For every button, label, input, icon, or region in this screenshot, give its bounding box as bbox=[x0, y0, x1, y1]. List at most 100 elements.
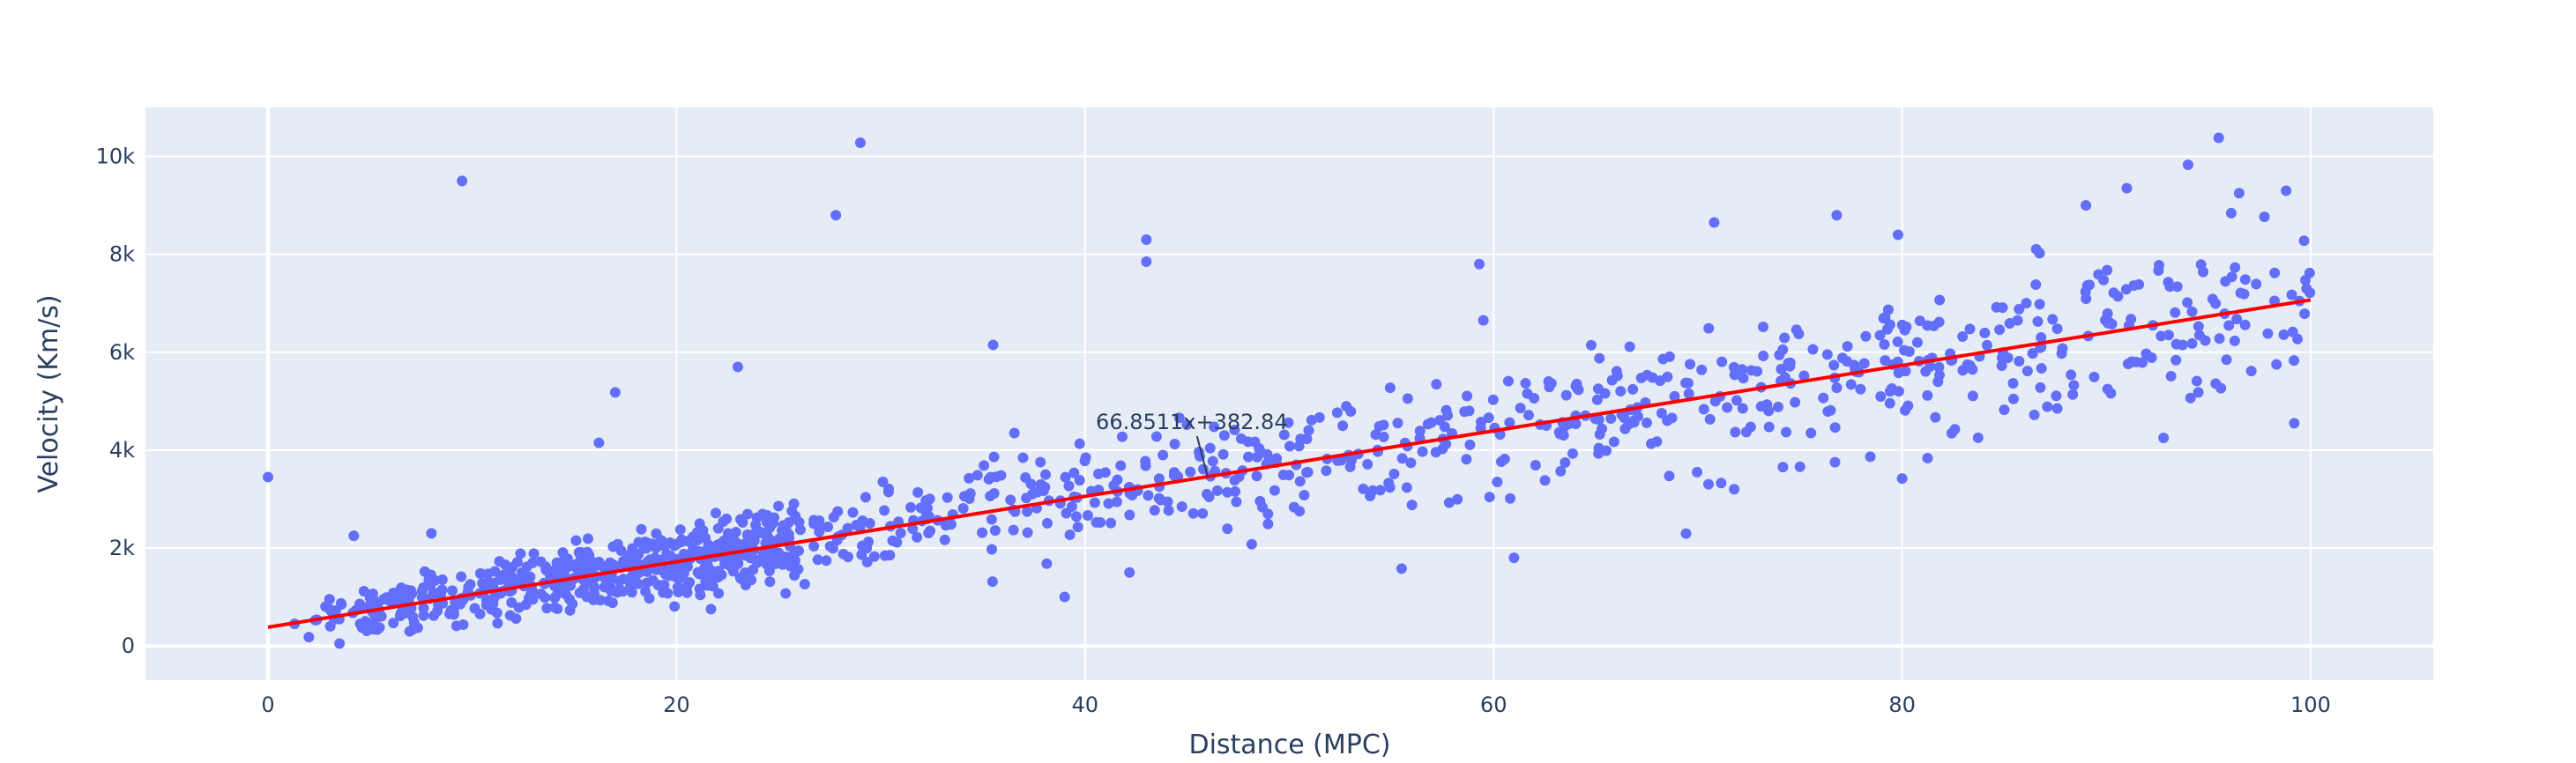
data-point bbox=[1173, 412, 1185, 424]
data-point bbox=[474, 567, 486, 579]
data-point bbox=[1022, 527, 1033, 538]
data-point bbox=[1242, 451, 1254, 463]
data-point bbox=[1155, 494, 1166, 506]
data-point bbox=[1608, 436, 1619, 448]
data-point bbox=[2225, 207, 2237, 219]
data-point bbox=[989, 525, 1001, 537]
data-point bbox=[1758, 350, 1769, 361]
data-point bbox=[606, 560, 617, 572]
data-point bbox=[2289, 355, 2300, 367]
data-point bbox=[1251, 470, 1262, 482]
data-point bbox=[868, 551, 880, 562]
data-point bbox=[1680, 377, 1692, 389]
data-point bbox=[1464, 439, 1476, 450]
data-point bbox=[1262, 508, 1274, 520]
data-point bbox=[778, 531, 790, 543]
data-point bbox=[1430, 447, 1441, 458]
data-point bbox=[1522, 388, 1533, 399]
data-point bbox=[2030, 243, 2042, 255]
data-point bbox=[2233, 188, 2245, 199]
data-point bbox=[549, 602, 561, 613]
data-point bbox=[1779, 332, 1791, 344]
data-point bbox=[399, 607, 411, 619]
data-point bbox=[1892, 336, 1903, 347]
data-point bbox=[658, 587, 669, 598]
data-point bbox=[2027, 348, 2038, 359]
data-point bbox=[1009, 427, 1020, 439]
data-point bbox=[504, 610, 516, 621]
x-tick-labels: 0 20 40 60 80 100 bbox=[261, 693, 2331, 717]
data-point bbox=[2081, 200, 2092, 211]
data-point bbox=[1442, 410, 1454, 421]
data-point bbox=[1365, 490, 1376, 501]
data-point bbox=[1594, 352, 1605, 364]
data-point bbox=[1972, 432, 1984, 443]
data-point bbox=[1571, 378, 1582, 389]
data-point bbox=[1378, 431, 1389, 442]
data-point bbox=[1362, 458, 1374, 470]
data-point bbox=[2268, 295, 2280, 307]
data-point bbox=[2163, 277, 2174, 288]
data-point bbox=[1461, 454, 1472, 465]
data-point bbox=[1722, 402, 1733, 413]
data-point bbox=[1487, 394, 1499, 405]
data-point bbox=[2014, 303, 2025, 315]
data-point bbox=[773, 500, 785, 512]
data-point bbox=[528, 548, 540, 559]
data-point bbox=[1845, 379, 1857, 390]
data-point bbox=[2088, 371, 2100, 382]
data-point bbox=[642, 541, 653, 552]
data-point bbox=[1855, 383, 1866, 395]
data-point bbox=[418, 603, 429, 614]
data-point bbox=[746, 574, 757, 586]
data-point bbox=[1417, 446, 1428, 457]
data-point bbox=[737, 516, 748, 528]
data-point bbox=[1140, 460, 1151, 471]
data-point bbox=[2081, 280, 2093, 292]
data-point bbox=[2186, 337, 2198, 349]
data-point bbox=[1880, 355, 1891, 367]
data-point bbox=[2103, 316, 2115, 328]
data-point bbox=[482, 568, 494, 580]
data-point bbox=[1462, 390, 1473, 402]
data-point bbox=[713, 588, 725, 599]
data-point bbox=[1669, 390, 1680, 402]
y-tick-label: 2k bbox=[109, 536, 135, 560]
x-axis-title: Distance (MPC) bbox=[1188, 730, 1390, 760]
data-point bbox=[1153, 473, 1165, 485]
data-point bbox=[2223, 320, 2235, 331]
data-point bbox=[1068, 467, 1080, 478]
data-point bbox=[830, 210, 842, 221]
data-point bbox=[2239, 319, 2251, 330]
data-point bbox=[1615, 386, 1627, 397]
data-point bbox=[1641, 417, 1652, 428]
data-point bbox=[1716, 478, 1727, 489]
data-point bbox=[2286, 289, 2297, 300]
data-point bbox=[2021, 298, 2032, 309]
data-point bbox=[1515, 403, 1526, 414]
data-point bbox=[447, 585, 458, 596]
data-point bbox=[673, 586, 684, 597]
data-point bbox=[1965, 360, 1977, 372]
data-point bbox=[1431, 379, 1442, 390]
data-point bbox=[1798, 370, 1810, 382]
data-point bbox=[1344, 461, 1356, 472]
data-point bbox=[812, 554, 823, 566]
data-point bbox=[1875, 391, 1887, 403]
data-point bbox=[1288, 501, 1299, 513]
data-point bbox=[1878, 313, 1889, 324]
data-point bbox=[1217, 448, 1229, 460]
data-point bbox=[1683, 388, 1694, 399]
data-point bbox=[1414, 426, 1426, 437]
data-point bbox=[1662, 415, 1673, 426]
data-point bbox=[1729, 484, 1740, 495]
data-point bbox=[1124, 509, 1135, 521]
data-point bbox=[1591, 394, 1603, 405]
y-tick-label: 8k bbox=[109, 242, 135, 267]
data-point bbox=[598, 560, 609, 572]
data-point bbox=[972, 470, 983, 481]
data-point bbox=[1662, 371, 1673, 382]
data-point bbox=[1881, 323, 1893, 335]
data-point bbox=[925, 525, 936, 537]
data-point bbox=[1374, 420, 1385, 432]
